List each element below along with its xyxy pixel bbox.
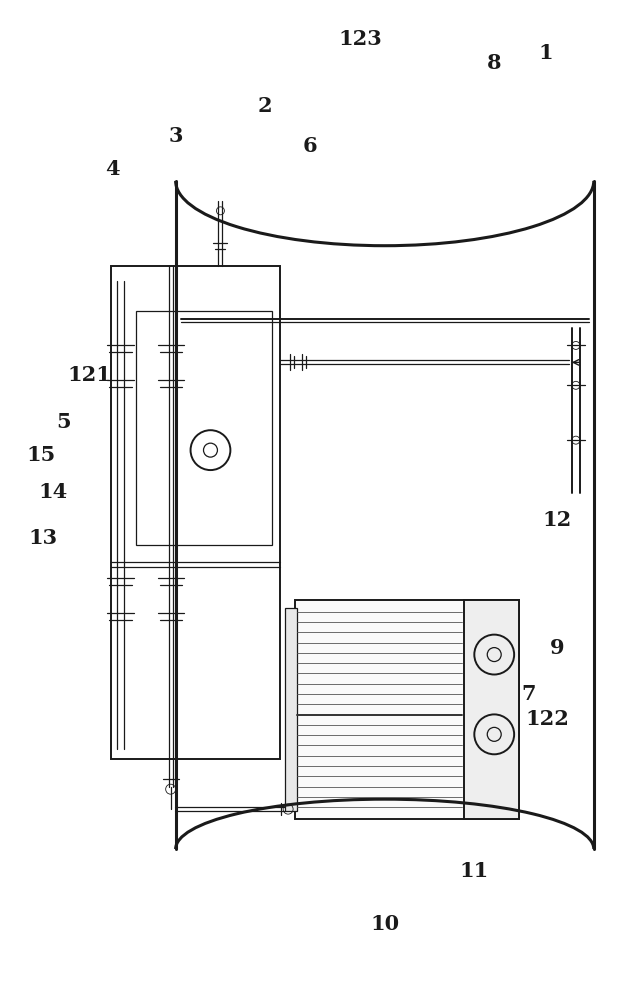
Text: 12: 12 bbox=[542, 510, 571, 530]
Text: 4: 4 bbox=[106, 159, 120, 179]
Text: 13: 13 bbox=[29, 528, 58, 548]
Text: 5: 5 bbox=[56, 412, 71, 432]
Text: 6: 6 bbox=[303, 136, 317, 156]
Text: 11: 11 bbox=[460, 861, 489, 881]
Text: 15: 15 bbox=[27, 445, 56, 465]
Bar bbox=[136, 311, 272, 545]
Text: 3: 3 bbox=[168, 126, 183, 146]
Text: 9: 9 bbox=[550, 638, 564, 658]
Text: 8: 8 bbox=[487, 53, 501, 73]
Bar bbox=[464, 600, 519, 819]
Text: 7: 7 bbox=[522, 684, 536, 704]
Bar bbox=[295, 600, 519, 819]
Text: 121: 121 bbox=[67, 365, 111, 385]
Text: 123: 123 bbox=[338, 29, 382, 49]
Bar bbox=[285, 608, 297, 811]
Text: 122: 122 bbox=[525, 709, 569, 729]
Text: 14: 14 bbox=[38, 482, 68, 502]
Text: 1: 1 bbox=[539, 43, 554, 63]
Text: 10: 10 bbox=[370, 914, 399, 934]
Bar bbox=[111, 266, 280, 759]
Text: 2: 2 bbox=[258, 96, 273, 116]
